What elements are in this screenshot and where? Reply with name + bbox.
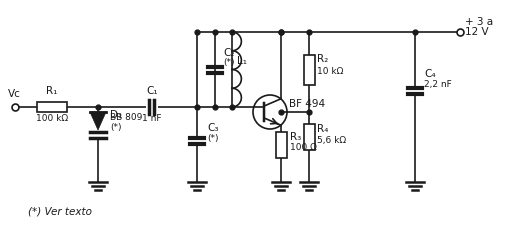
Text: Vc: Vc xyxy=(8,89,20,99)
Text: 100 Ω: 100 Ω xyxy=(289,143,316,152)
Text: D₁: D₁ xyxy=(110,110,122,120)
Text: L₁: L₁ xyxy=(236,56,246,66)
Text: R₄: R₄ xyxy=(317,124,328,134)
Bar xyxy=(303,54,314,84)
Text: BB 809: BB 809 xyxy=(110,113,142,122)
Bar xyxy=(303,124,314,150)
Bar xyxy=(37,102,67,112)
Text: 12 V: 12 V xyxy=(464,27,488,37)
Text: C₃: C₃ xyxy=(207,123,218,133)
Text: BF 494: BF 494 xyxy=(288,99,325,109)
Text: C₄: C₄ xyxy=(423,69,435,79)
Text: R₃: R₃ xyxy=(289,132,300,142)
Polygon shape xyxy=(90,112,106,130)
Text: 100 kΩ: 100 kΩ xyxy=(36,114,68,123)
Text: (*) Ver texto: (*) Ver texto xyxy=(28,207,92,217)
Text: (*): (*) xyxy=(207,134,218,143)
Text: C₁: C₁ xyxy=(146,86,158,96)
Text: 2,2 nF: 2,2 nF xyxy=(423,80,451,89)
Text: R₁: R₁ xyxy=(46,86,58,96)
Text: (*): (*) xyxy=(223,58,234,68)
Text: + 3 a: + 3 a xyxy=(464,17,492,27)
Text: 10 kΩ: 10 kΩ xyxy=(317,66,343,76)
Text: C₂: C₂ xyxy=(223,48,234,58)
Text: (*): (*) xyxy=(110,123,121,132)
Text: 1 nF: 1 nF xyxy=(142,114,162,123)
Bar xyxy=(275,132,286,158)
Text: R₂: R₂ xyxy=(317,54,328,64)
Text: 5,6 kΩ: 5,6 kΩ xyxy=(317,136,345,145)
